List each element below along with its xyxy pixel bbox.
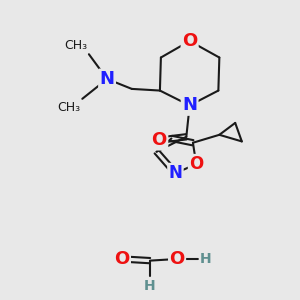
Text: O: O: [189, 155, 203, 173]
Text: CH₃: CH₃: [64, 39, 87, 52]
Text: N: N: [169, 164, 182, 182]
Text: N: N: [100, 70, 115, 88]
Text: O: O: [182, 32, 197, 50]
Text: O: O: [114, 250, 130, 268]
Text: N: N: [182, 96, 197, 114]
Text: H: H: [200, 252, 211, 266]
Text: O: O: [169, 250, 185, 268]
Text: O: O: [152, 131, 167, 149]
Text: CH₃: CH₃: [58, 101, 81, 115]
Text: H: H: [144, 280, 156, 293]
